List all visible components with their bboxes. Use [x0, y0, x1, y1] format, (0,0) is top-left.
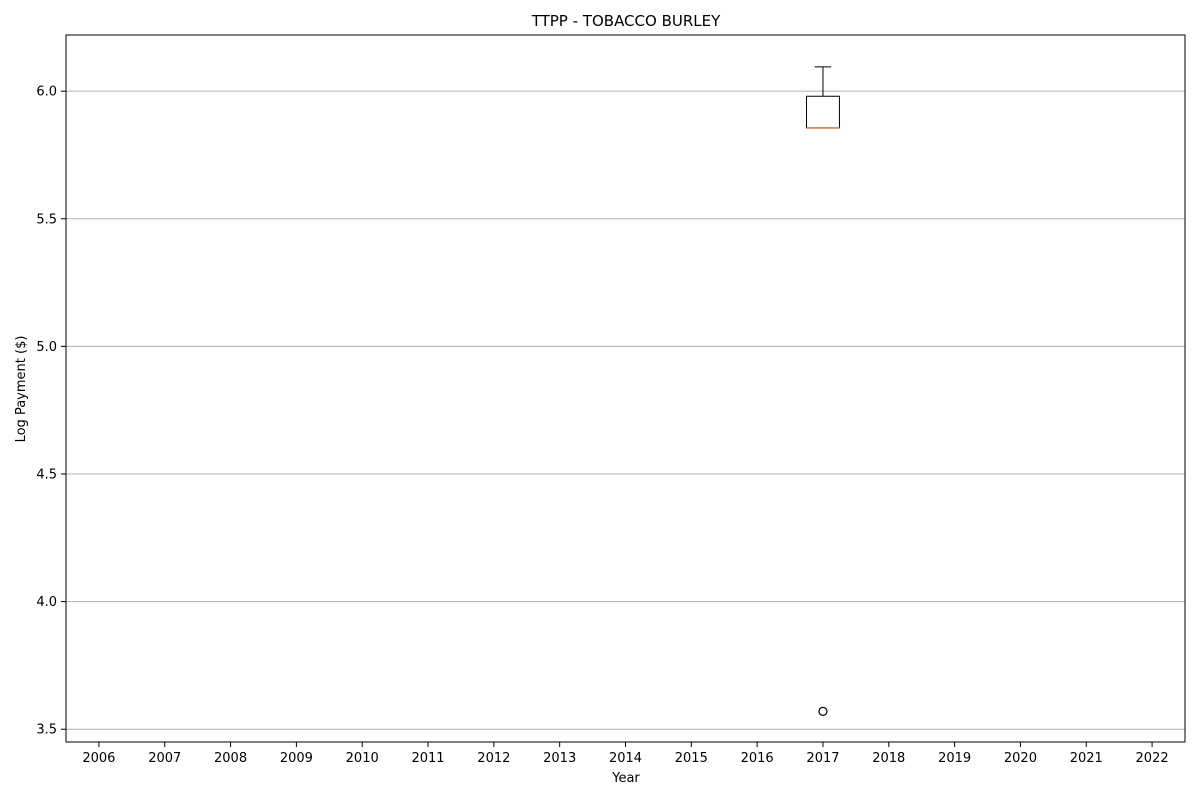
y-axis: 3.5 4.0 4.5 5.0 5.5 6.0 — [36, 85, 66, 738]
outlier-point — [818, 706, 828, 716]
x-tick-label: 2021 — [1070, 751, 1103, 766]
box-plot-series — [806, 66, 840, 716]
y-axis-title: Log Payment ($) — [14, 336, 29, 443]
x-tick-label: 2016 — [741, 751, 774, 766]
x-tick-label: 2017 — [806, 751, 839, 766]
x-tick-label: 2011 — [411, 751, 444, 766]
x-tick-label: 2007 — [148, 751, 181, 766]
x-tick-label: 2014 — [609, 751, 642, 766]
x-tick-label: 2013 — [543, 751, 576, 766]
plot-area-frame — [65, 34, 1186, 743]
x-tick-label: 2012 — [477, 751, 510, 766]
y-tick-label: 4.0 — [36, 595, 57, 610]
x-tick-label: 2006 — [82, 751, 115, 766]
x-tick-label: 2009 — [280, 751, 313, 766]
x-tick-label: 2020 — [1004, 751, 1037, 766]
x-tick-label: 2022 — [1136, 751, 1169, 766]
y-tick-label: 6.0 — [36, 85, 57, 100]
y-tick-label: 3.5 — [36, 723, 57, 738]
x-tick-label: 2008 — [214, 751, 247, 766]
x-axis: 2006 2007 2008 2009 2010 2011 2012 2013 2014 2015… — [82, 742, 1169, 766]
y-tick-label: 5.5 — [36, 212, 57, 227]
x-tick-label: 2010 — [346, 751, 379, 766]
y-tick-label: 5.0 — [36, 340, 57, 355]
x-tick-label: 2015 — [675, 751, 708, 766]
x-axis-title: Year — [611, 771, 640, 786]
y-tick-label: 4.5 — [36, 468, 57, 483]
grid-lines — [66, 90, 1185, 730]
x-tick-label: 2018 — [872, 751, 905, 766]
box-iqr — [806, 95, 840, 129]
chart-title: TTPP - TOBACCO BURLEY — [531, 12, 721, 30]
x-tick-label: 2019 — [938, 751, 971, 766]
